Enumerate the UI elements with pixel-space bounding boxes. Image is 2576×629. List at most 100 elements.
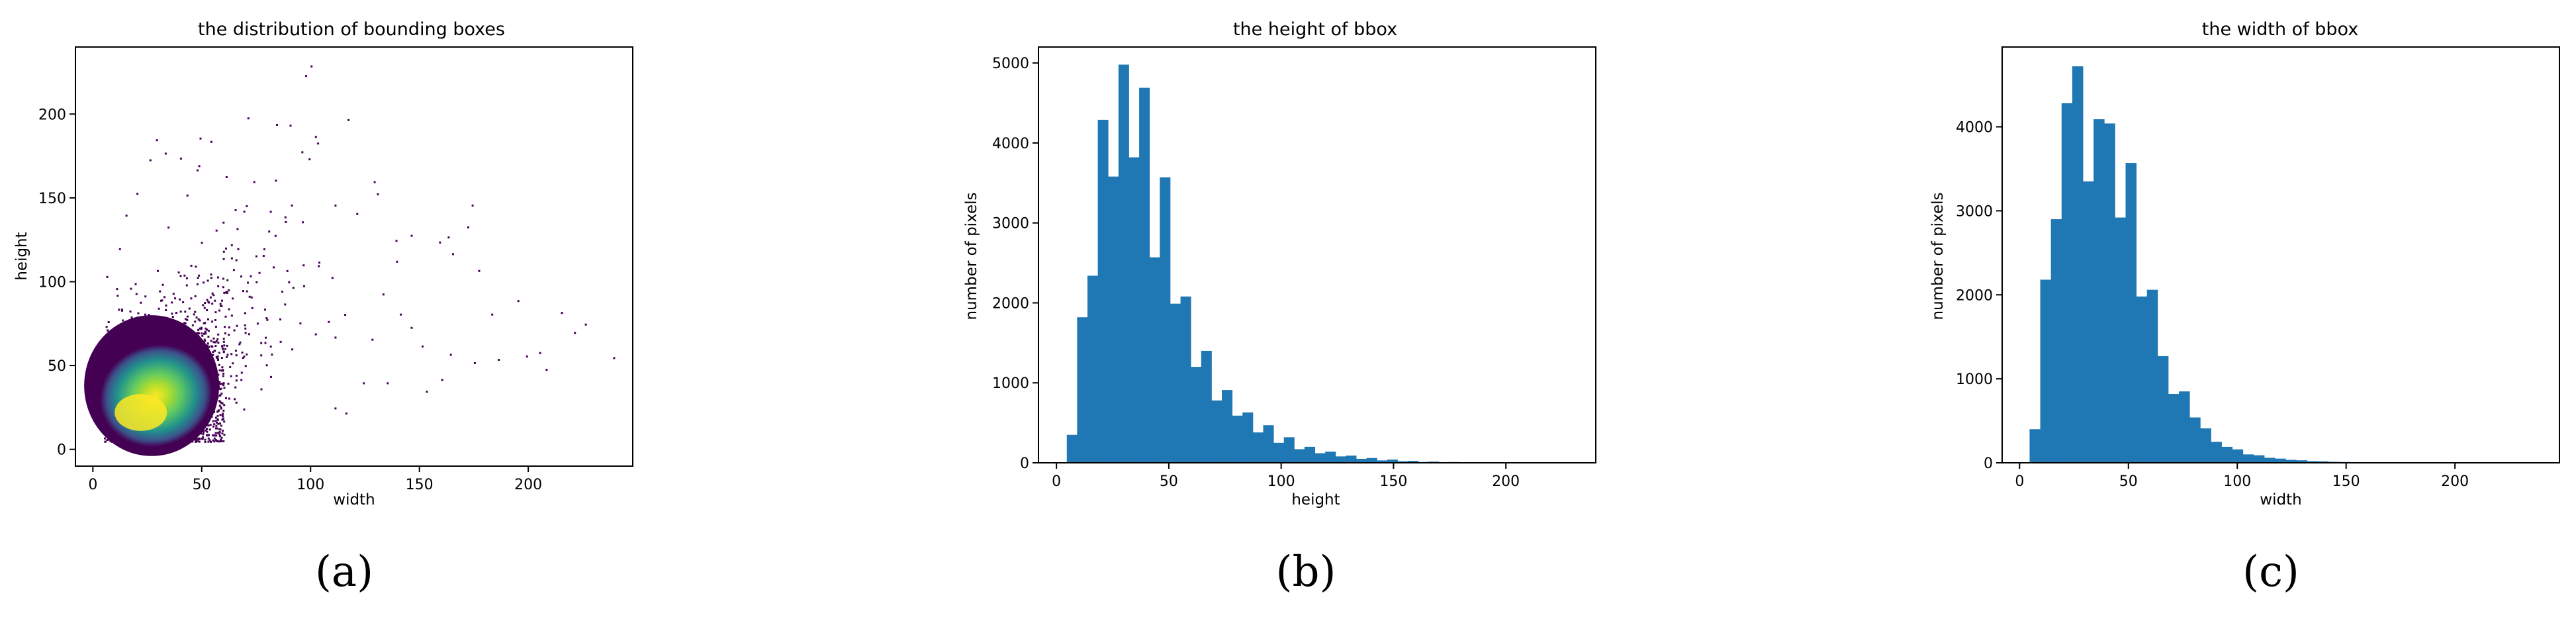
histogram-bar	[1149, 257, 1160, 463]
histogram-bar	[2232, 449, 2244, 463]
histogram-bar	[1304, 446, 1316, 463]
x-tick-label: 100	[297, 477, 324, 493]
histogram-bar	[2296, 460, 2307, 463]
y-tick-label: 5000	[992, 56, 1029, 72]
histogram-bar	[1087, 275, 1099, 463]
histogram-bar	[2179, 391, 2190, 463]
x-tick-label: 100	[2223, 473, 2251, 490]
x-tick-label: 50	[2119, 473, 2138, 490]
histogram-bar	[2285, 460, 2297, 463]
y-tick-label: 1000	[992, 375, 1029, 392]
histogram-bar	[2211, 442, 2222, 463]
y-tick-label: 0	[1020, 456, 1029, 472]
histogram-bar	[2264, 458, 2276, 463]
panel-caption-a: (a)	[314, 548, 374, 597]
y-tick-label: 2000	[1956, 287, 1993, 304]
histogram-bar	[2061, 103, 2073, 463]
histogram-bar	[2317, 461, 2329, 463]
x-tick-label: 0	[1052, 473, 1061, 490]
y-tick-label: 0	[1984, 456, 1993, 472]
plot-frame	[2001, 46, 2560, 463]
histogram-bar	[2093, 119, 2105, 463]
histogram-bar	[1335, 456, 1346, 463]
histogram-bar	[2050, 219, 2062, 463]
histogram-bar	[2104, 123, 2115, 463]
histogram-bar	[2136, 296, 2148, 463]
plot-frame	[1038, 46, 1596, 463]
histogram-bar	[1377, 460, 1388, 463]
histogram-bar	[2072, 66, 2084, 463]
panel-caption-c: (c)	[2242, 548, 2299, 597]
histogram-bar	[1160, 177, 1171, 463]
histogram-bar	[1066, 434, 1078, 463]
y-tick-label: 4000	[1956, 120, 1993, 136]
histogram-bar	[1263, 425, 1274, 463]
histogram-bar	[1397, 461, 1408, 463]
histogram-bar	[1252, 432, 1264, 463]
histogram-bar	[1356, 458, 1367, 463]
histogram-bar	[2146, 289, 2158, 463]
y-tick-label: 1000	[1956, 371, 1993, 388]
x-tick-label: 100	[1267, 473, 1295, 490]
x-tick-label: 150	[1379, 473, 1407, 490]
histogram-bar	[1118, 64, 1129, 463]
y-tick-label: 200	[38, 107, 66, 123]
histogram-bar	[1294, 449, 1305, 463]
histogram-bar	[1170, 303, 1181, 463]
histogram-bar	[1097, 119, 1109, 463]
histogram-bar	[1366, 458, 1377, 463]
histogram-bar	[2221, 446, 2233, 463]
histogram-bar	[1139, 87, 1150, 463]
histogram-bar	[2040, 279, 2052, 463]
x-axis-label: width	[333, 491, 375, 508]
histogram-bar	[2125, 163, 2137, 463]
x-tick-label: 150	[2332, 473, 2360, 490]
chart-title: the distribution of bounding boxes	[198, 19, 505, 40]
y-tick-label: 100	[38, 274, 66, 291]
histogram-bar	[1242, 412, 1254, 463]
y-tick-label: 4000	[992, 136, 1029, 152]
height-histogram-panel: the height of bbox 0 50 100 150 200010002000…	[963, 19, 1596, 508]
x-tick-label: 0	[2015, 473, 2024, 490]
histogram-bar	[1283, 437, 1295, 463]
chart-title: the height of bbox	[1233, 19, 1397, 40]
histogram-bar	[2029, 429, 2041, 463]
y-axis-label: number of pixels	[1929, 193, 1947, 320]
width-histogram-panel: the width of bbox 0 50 100 150 2000100020003…	[1929, 19, 2560, 508]
x-tick-label: 200	[2441, 473, 2469, 490]
histogram-bar	[1180, 296, 1191, 463]
histogram-bar	[2307, 461, 2318, 463]
histogram-bar	[1387, 460, 1398, 463]
histogram-bar	[2157, 356, 2169, 463]
histogram-bar	[1077, 317, 1088, 463]
x-tick-label: 50	[1160, 473, 1178, 490]
x-tick-label: 200	[514, 477, 542, 493]
x-axis-label: height	[1291, 491, 1340, 508]
histogram-bar	[2115, 217, 2126, 463]
histogram-bar	[1128, 157, 1140, 463]
histogram-bar	[2168, 393, 2180, 463]
x-tick-label: 150	[406, 477, 434, 493]
histogram-bar	[1211, 400, 1222, 463]
y-tick-label: 0	[57, 442, 66, 459]
histogram-bar	[1408, 460, 1419, 463]
histogram-bar	[1232, 415, 1243, 463]
histogram-bar	[2242, 454, 2254, 463]
y-axis-label: height	[13, 232, 30, 280]
histogram-bar	[1201, 350, 1212, 463]
histogram-bar	[1191, 367, 1202, 463]
histogram-bar	[2083, 181, 2094, 463]
histogram-bar	[1273, 442, 1285, 463]
histogram-bar	[1222, 390, 1233, 463]
x-tick-label: 50	[193, 477, 211, 493]
x-tick-label: 0	[88, 477, 97, 493]
histogram-bar	[2200, 428, 2211, 463]
histogram-bar	[1325, 452, 1336, 463]
y-tick-label: 50	[48, 358, 66, 375]
y-tick-label: 2000	[992, 295, 1029, 312]
y-tick-label: 3000	[992, 216, 1029, 232]
histogram-bar	[1108, 176, 1119, 463]
x-axis-label: width	[2260, 491, 2301, 508]
y-axis-label: number of pixels	[963, 193, 980, 320]
